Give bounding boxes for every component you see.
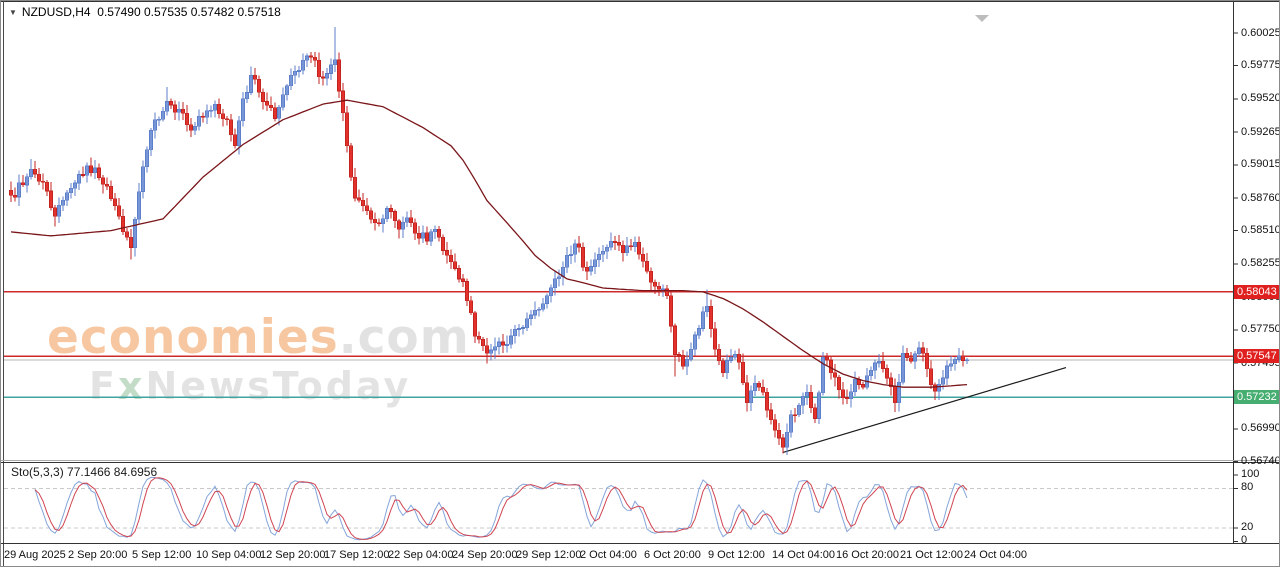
price-tick-label: 0.60025	[1241, 26, 1280, 39]
time-axis-label: 10 Sep 04:00	[196, 549, 262, 561]
watermark-tagline: FxNewsToday	[89, 364, 412, 408]
stochastic-tick-label: 80	[1241, 481, 1254, 494]
price-tick-label: 0.56740	[1241, 455, 1280, 467]
price-tick-label: 0.58760	[1241, 191, 1280, 204]
chart-symbol-period: NZDUSD,H4	[21, 5, 91, 19]
moving-average-line	[10, 99, 968, 388]
symbol-dropdown-icon[interactable]: ▼	[9, 8, 17, 17]
price-tick-label: 0.56990	[1241, 422, 1280, 435]
stochastic-d-value: 84.6956	[113, 465, 158, 479]
candles-series	[9, 27, 969, 456]
quote-low: 0.57482	[190, 5, 235, 19]
watermark-brand-text: economies	[47, 310, 339, 365]
time-axis-label: 9 Oct 12:00	[708, 549, 765, 561]
scroll-position-marker-icon	[975, 15, 989, 22]
price-tick-label: 0.59015	[1241, 158, 1280, 171]
quote-high: 0.57535	[144, 5, 188, 19]
time-axis-label: 12 Sep 20:00	[260, 549, 326, 561]
watermark-brand-line: economies.com	[47, 314, 470, 361]
time-axis-label: 2 Oct 04:00	[580, 549, 637, 561]
price-tick-label: 0.59265	[1241, 125, 1280, 138]
time-axis-label: 29 Sep 12:00	[516, 549, 582, 561]
price-tick-label: 0.58510	[1241, 224, 1280, 237]
stochastic-lines	[34, 476, 968, 541]
price-badge-support: 0.57232	[1234, 390, 1279, 405]
stochastic-tick-label: 20	[1241, 521, 1254, 534]
stochastic-d-line	[34, 477, 968, 540]
chart-title: ▼ NZDUSD,H4 0.57490 0.57535 0.57482 0.575…	[9, 5, 281, 19]
quote-open: 0.57490	[97, 5, 141, 19]
time-axis-label: 2 Sep 20:00	[68, 549, 128, 561]
price-tick-label: 0.59775	[1241, 59, 1280, 72]
time-axis-label: 24 Sep 20:00	[452, 549, 518, 561]
stochastic-k-value: 77.1466	[67, 465, 111, 479]
stochastic-label: Sto(5,3,3) 77.1466 84.6956	[11, 465, 157, 479]
time-axis-label: 6 Oct 20:00	[644, 549, 701, 561]
time-axis-label: 14 Oct 04:00	[772, 549, 835, 561]
time-axis-label: 17 Sep 12:00	[324, 549, 390, 561]
time-axis-label: 29 Aug 2025	[4, 549, 66, 561]
stochastic-k-line	[34, 476, 968, 541]
stochastic-tick-label: 0	[1241, 534, 1248, 547]
price-tick-label: 0.58255	[1241, 257, 1280, 270]
time-axis-label: 16 Oct 20:00	[836, 549, 899, 561]
price-tick-label: 0.57750	[1241, 323, 1280, 336]
watermark: economies.com FxNewsToday	[47, 314, 470, 405]
time-axis-label: 5 Sep 12:00	[132, 549, 192, 561]
quote-close: 0.57518	[237, 5, 281, 19]
price-tick-label: 0.59520	[1241, 92, 1280, 105]
time-axis-label: 24 Oct 04:00	[964, 549, 1027, 561]
level-lines[interactable]	[4, 290, 1233, 398]
watermark-brand-suffix: .com	[338, 310, 470, 365]
ascending-trendline[interactable]	[782, 367, 1067, 453]
stochastic-tick-label: 100	[1241, 468, 1260, 480]
time-axis-label: 21 Oct 12:00	[900, 549, 963, 561]
stochastic-name: Sto(5,3,3)	[11, 465, 64, 479]
price-badge-pivot: 0.57547	[1234, 349, 1279, 364]
price-badge-resistance: 0.58043	[1234, 284, 1279, 299]
watermark-tagline-x: x	[117, 364, 146, 408]
time-axis-label: 22 Sep 04:00	[388, 549, 454, 561]
